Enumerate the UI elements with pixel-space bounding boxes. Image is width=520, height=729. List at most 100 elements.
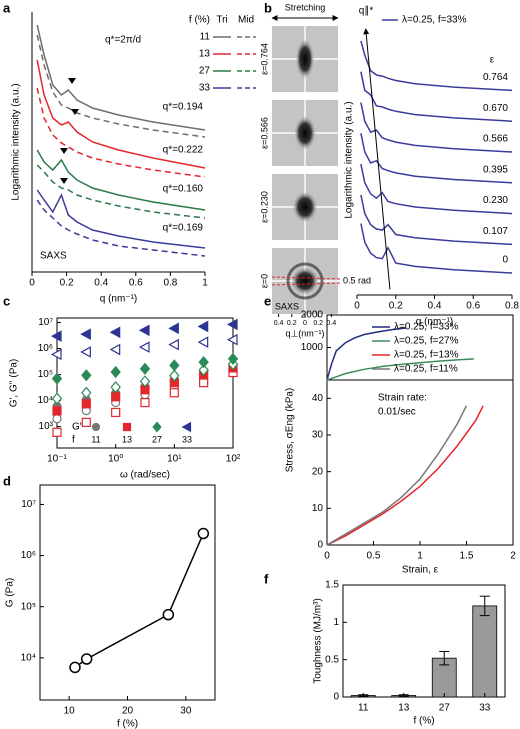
image-label: ε=0.230 (259, 191, 269, 223)
x-tick-label: 1.5 (460, 551, 474, 562)
scattering-pattern (290, 266, 320, 296)
x-axis-label: f (%) (413, 716, 434, 727)
tri-curve (36, 149, 206, 211)
legend-marker (122, 422, 132, 432)
y-tick-label: 40 (312, 393, 324, 404)
loss-marker (226, 333, 238, 346)
legend-column: Mid (238, 15, 254, 26)
storage-marker (138, 324, 150, 337)
storage-marker (110, 365, 121, 379)
x-tick-label: 10² (226, 454, 241, 465)
scattering-curve (360, 194, 513, 246)
y-tick-label: 1.5 (325, 580, 339, 591)
curve-label: 0.395 (483, 164, 508, 175)
modulus-point (80, 653, 93, 665)
curve-label: 0.566 (483, 134, 508, 145)
scattering-pattern (293, 115, 317, 151)
y-tick-label: 10 (312, 503, 324, 514)
scattering-pattern (292, 191, 318, 223)
legend-label: λ=0.25, f=33% (394, 322, 459, 333)
peak-marker (60, 178, 68, 184)
y-tick-label: 10⁶ (21, 550, 36, 561)
x-tick-label: 0.6 (466, 301, 480, 312)
legend-label: 27 (152, 434, 162, 444)
scattering-curve (360, 71, 513, 122)
x-tick-label: 11 (358, 703, 369, 714)
modulus-point (197, 527, 210, 540)
legend-marker (152, 421, 162, 433)
series-title: ε (490, 55, 495, 66)
scattering-curve (360, 133, 513, 184)
mid-curve (36, 87, 206, 178)
stress-curve (326, 405, 468, 546)
tri-curve (36, 59, 206, 169)
storage-marker (81, 369, 92, 382)
scattering-curve (360, 102, 513, 153)
x-tick-label: 0 (29, 278, 35, 289)
y-tick-label: 10⁶ (38, 343, 53, 354)
storage-marker (81, 399, 91, 409)
x-tick-label: 0 (324, 551, 330, 562)
curve-label: 0 (502, 255, 508, 266)
storage-marker (197, 320, 209, 333)
loss-marker (139, 375, 151, 388)
legend-label: 13 (199, 49, 211, 60)
loss-marker (52, 414, 62, 424)
legend-label: λ=0.25, f=33% (402, 15, 467, 26)
curve-label: 0.670 (483, 103, 508, 114)
loss-marker (50, 348, 62, 361)
y-tick-label: 10⁷ (21, 499, 36, 510)
loss-marker (168, 338, 179, 351)
x-tick-label: 10⁰ (108, 454, 123, 465)
image-label: ε=0.764 (259, 43, 269, 75)
y-tick-label: 20 (312, 466, 324, 477)
x-tick-label: 0.2 (313, 320, 323, 327)
annotation: 0.5 rad (343, 275, 371, 285)
y-tick-label: 1000 (301, 342, 324, 353)
y-tick-label: 0 (317, 540, 323, 551)
mid-curve (36, 199, 206, 257)
annotation: q∥* (359, 6, 374, 17)
loss-marker (169, 388, 179, 398)
y-tick-label: 1 (333, 617, 339, 628)
panel-label: a (3, 0, 11, 15)
loss-marker (81, 417, 91, 427)
curve-label: 0.107 (483, 226, 508, 237)
y-axis-label: G (Pa) (5, 578, 16, 607)
curve-label: 0.230 (483, 195, 508, 206)
storage-marker (51, 372, 63, 385)
x-tick-label: 0.6 (129, 278, 143, 289)
modulus-point (69, 661, 81, 674)
x-tick-label: 20 (122, 706, 134, 717)
scattering-curve (360, 40, 513, 92)
peak-arrow (363, 28, 391, 290)
x-tick-label: 33 (479, 703, 491, 714)
x-axis-label: f (%) (117, 719, 138, 729)
angle-line (271, 276, 343, 280)
x-axis-label: q (nm⁻¹) (416, 317, 454, 328)
y-tick-label: 30 (312, 430, 324, 441)
plot-frame (342, 584, 506, 698)
annotation: SAXS (275, 301, 299, 311)
x-tick-label: 0 (303, 320, 307, 327)
y-tick-label: 10⁵ (38, 369, 53, 380)
x-tick-label: 0.2 (287, 320, 297, 327)
modulus-line (74, 533, 204, 669)
y-tick-label: 10⁵ (21, 601, 36, 612)
annotation: q*=2π/d (105, 35, 141, 46)
y-axis-label: Logarithmic intensity (a.u.) (11, 83, 22, 200)
tri-curve (36, 189, 206, 249)
loss-marker (169, 369, 180, 382)
x-tick-label: 13 (398, 703, 410, 714)
storage-marker (80, 328, 91, 341)
legend-marker (181, 421, 192, 433)
legend-label: 13 (122, 434, 132, 444)
x-tick-label: 10⁻¹ (47, 454, 67, 465)
scattering-pattern (295, 38, 315, 80)
image-label: ε=0 (259, 274, 269, 288)
legend-label: 27 (199, 66, 211, 77)
storage-marker (226, 318, 238, 331)
y-tick-label: 2000 (301, 310, 324, 321)
